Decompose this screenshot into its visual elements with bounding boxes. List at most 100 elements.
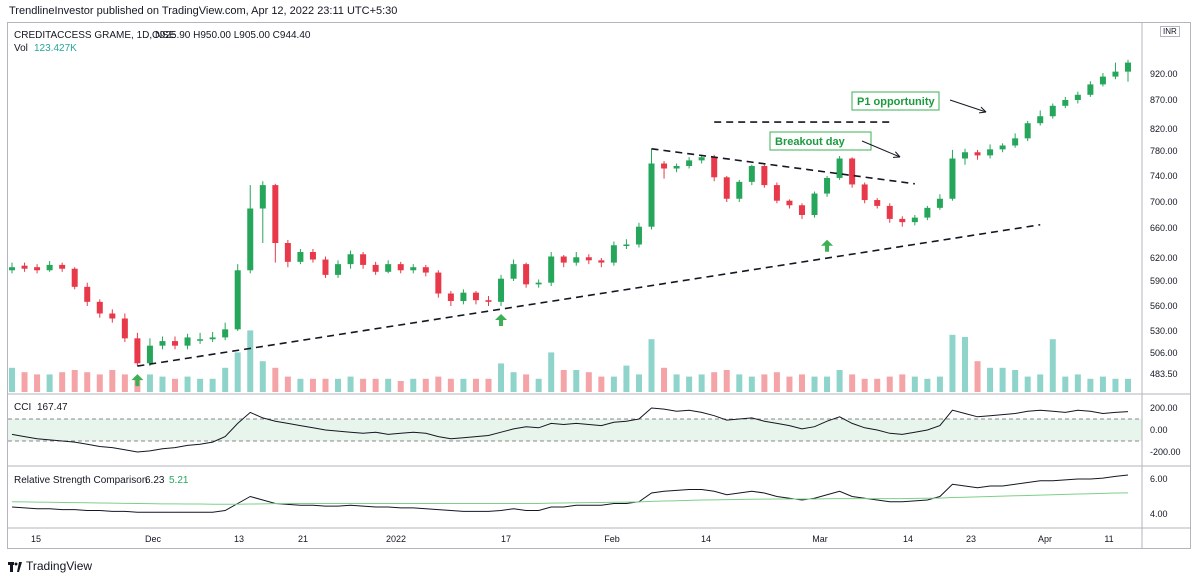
candle-body[interactable] [911,217,918,223]
candle-body[interactable] [573,257,580,263]
candle-body[interactable] [322,259,329,275]
candle-body[interactable] [422,267,429,273]
candle-body[interactable] [987,149,994,156]
candle-body[interactable] [284,243,291,262]
candle-body[interactable] [159,341,166,346]
candle-body[interactable] [510,264,517,279]
candle-body[interactable] [585,257,592,261]
candle-body[interactable] [648,163,655,227]
candle-body[interactable] [949,158,956,199]
candle-body[interactable] [146,345,153,364]
candle-body[interactable] [9,267,15,271]
annotation-box[interactable] [851,91,940,111]
candle-body[interactable] [21,265,28,269]
candle-body[interactable] [610,245,617,263]
candle-body[interactable] [535,282,542,285]
candle-body[interactable] [1074,94,1081,100]
candle-body[interactable] [1099,76,1106,85]
candle-body[interactable] [1087,84,1094,95]
candle-body[interactable] [824,177,831,194]
candle-body[interactable] [397,264,404,271]
candle-body[interactable] [385,264,392,272]
candle-body[interactable] [1049,105,1056,117]
candle-body[interactable] [172,341,179,346]
candle-body[interactable] [698,157,705,161]
candle-body[interactable] [748,166,755,182]
candle-body[interactable] [59,264,66,269]
candle-body[interactable] [472,292,479,301]
candle-body[interactable] [686,160,693,166]
candle-body[interactable] [1125,62,1131,72]
candle-body[interactable] [134,338,141,364]
candle-body[interactable] [1037,116,1044,124]
candle-body[interactable] [84,286,91,302]
candle-body[interactable] [272,185,279,243]
candle-body[interactable] [786,200,793,206]
candle-body[interactable] [46,264,53,271]
candle-body[interactable] [924,207,931,218]
candle-body[interactable] [447,293,454,302]
candle-body[interactable] [360,254,367,265]
candle-body[interactable] [849,158,856,185]
candle-body[interactable] [410,267,417,271]
candle-body[interactable] [999,145,1006,150]
candle-body[interactable] [1024,123,1031,139]
candle-body[interactable] [936,198,943,208]
candle-body[interactable] [1012,138,1019,146]
candle-body[interactable] [861,184,868,201]
candle-body[interactable] [460,292,467,301]
candle-body[interactable] [560,256,567,263]
candle-body[interactable] [523,264,530,285]
candle-body[interactable] [623,244,630,247]
rs-ma-series[interactable] [11,492,1129,505]
support-trendline[interactable] [137,223,1041,367]
candle-body[interactable] [798,205,805,215]
candle-body[interactable] [71,268,78,287]
candle-body[interactable] [773,185,780,201]
candle-body[interactable] [974,152,981,156]
candle-body[interactable] [34,267,41,271]
candle-body[interactable] [259,185,266,209]
candle-body[interactable] [347,254,354,265]
candle-body[interactable] [372,264,379,272]
candle-body[interactable] [96,301,103,314]
resistance-trendline[interactable] [651,148,915,185]
candle-body[interactable] [309,252,316,260]
candle-body[interactable] [121,318,128,339]
candle-body[interactable] [485,300,492,302]
candle-body[interactable] [811,193,818,215]
candle-body[interactable] [1112,71,1119,77]
candle-body[interactable] [836,158,843,178]
candle-body[interactable] [1062,100,1069,106]
candle-body[interactable] [711,157,718,178]
candle-body[interactable] [673,166,680,169]
candle-body[interactable] [209,337,216,340]
cci-series[interactable] [11,407,1129,453]
candle-body[interactable] [197,339,204,341]
candle-body[interactable] [886,205,893,219]
candle-body[interactable] [234,270,241,330]
candle-body[interactable] [661,163,668,169]
candle-body[interactable] [222,329,229,338]
candle-body[interactable] [109,313,116,319]
rs-series[interactable] [11,474,1129,513]
candle-body[interactable] [184,337,191,346]
candle-body[interactable] [548,256,555,283]
cci-title: CCI [14,402,31,413]
candle-body[interactable] [874,200,881,206]
candle-body[interactable] [297,252,304,262]
candle-body[interactable] [961,152,968,159]
candle-body[interactable] [736,181,743,199]
candle-body[interactable] [635,226,642,245]
candle-body[interactable] [335,264,342,275]
currency-badge[interactable]: INR [1160,26,1180,37]
candle-body[interactable] [723,177,730,199]
candle-body[interactable] [761,166,768,186]
annotation-box[interactable] [769,131,872,151]
candle-body[interactable] [247,208,254,271]
candle-body[interactable] [598,260,605,263]
candle-body[interactable] [498,278,505,302]
candle-body[interactable] [899,218,906,223]
candle-body[interactable] [435,272,442,294]
